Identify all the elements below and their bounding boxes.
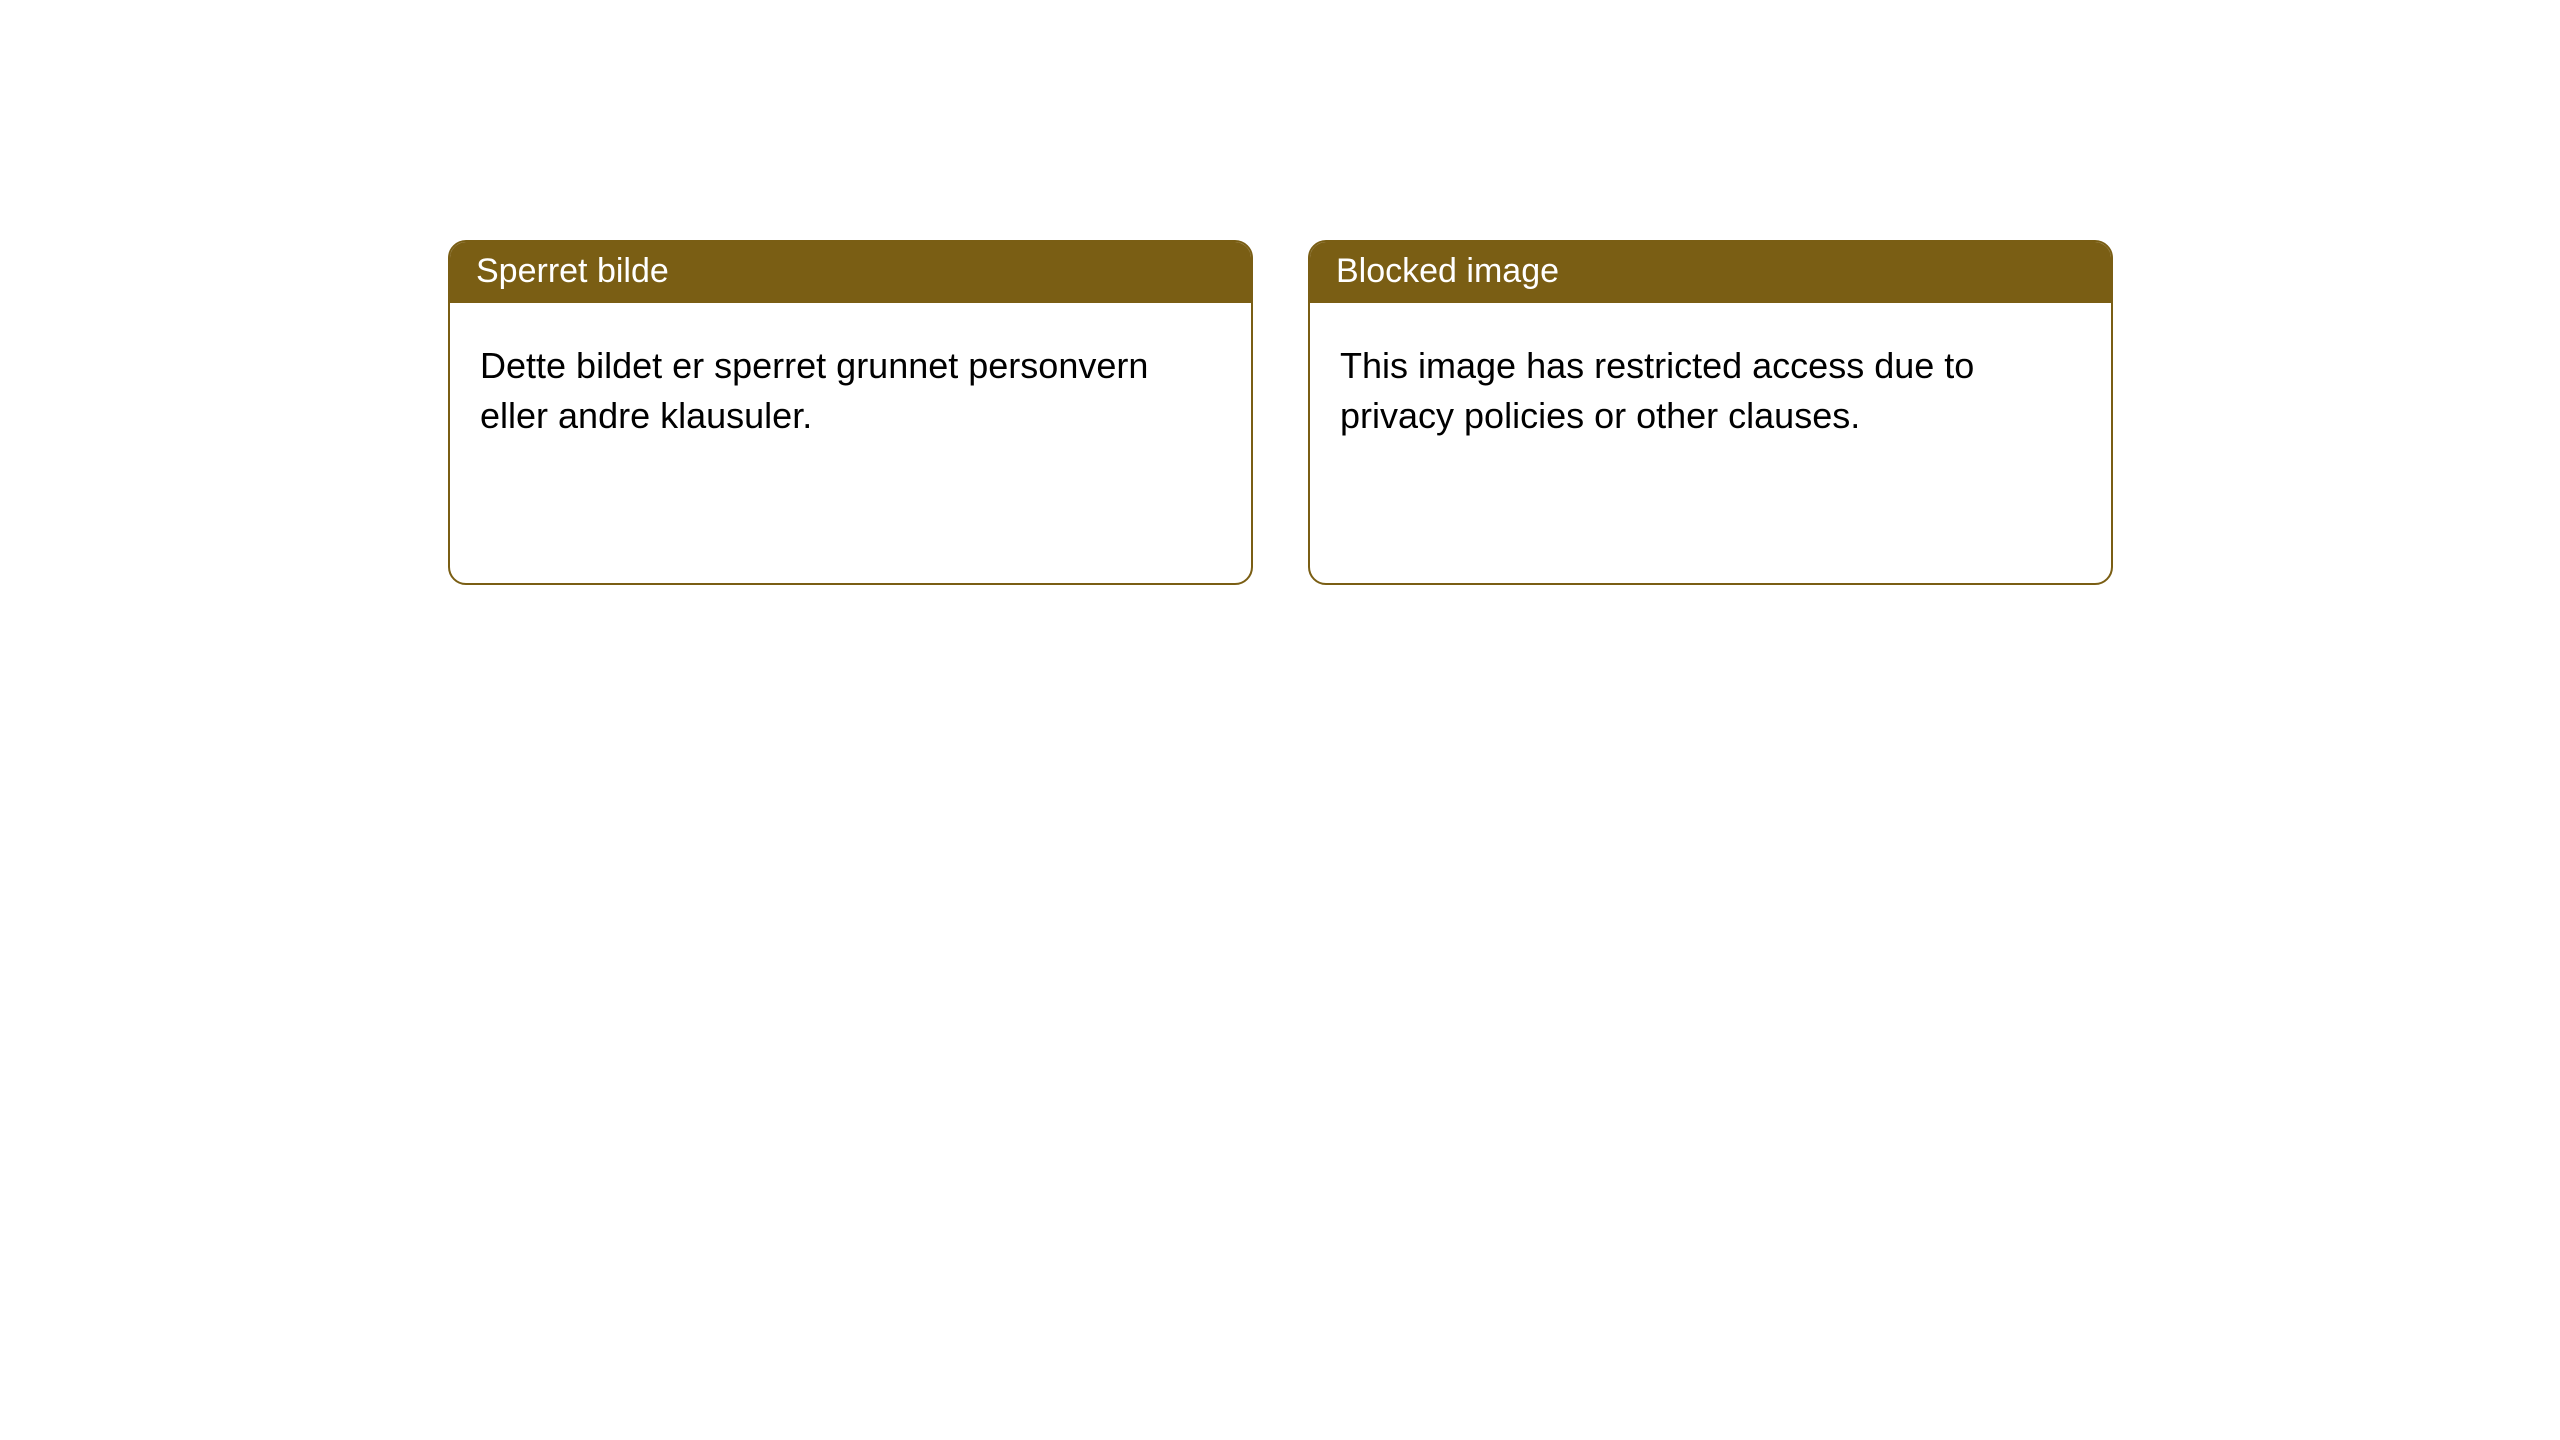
notice-card-norwegian: Sperret bilde Dette bildet er sperret gr… bbox=[448, 240, 1253, 585]
notice-header: Blocked image bbox=[1310, 242, 2111, 303]
notice-body: Dette bildet er sperret grunnet personve… bbox=[450, 303, 1251, 583]
notice-container: Sperret bilde Dette bildet er sperret gr… bbox=[0, 0, 2560, 585]
notice-card-english: Blocked image This image has restricted … bbox=[1308, 240, 2113, 585]
notice-body: This image has restricted access due to … bbox=[1310, 303, 2111, 583]
notice-header: Sperret bilde bbox=[450, 242, 1251, 303]
